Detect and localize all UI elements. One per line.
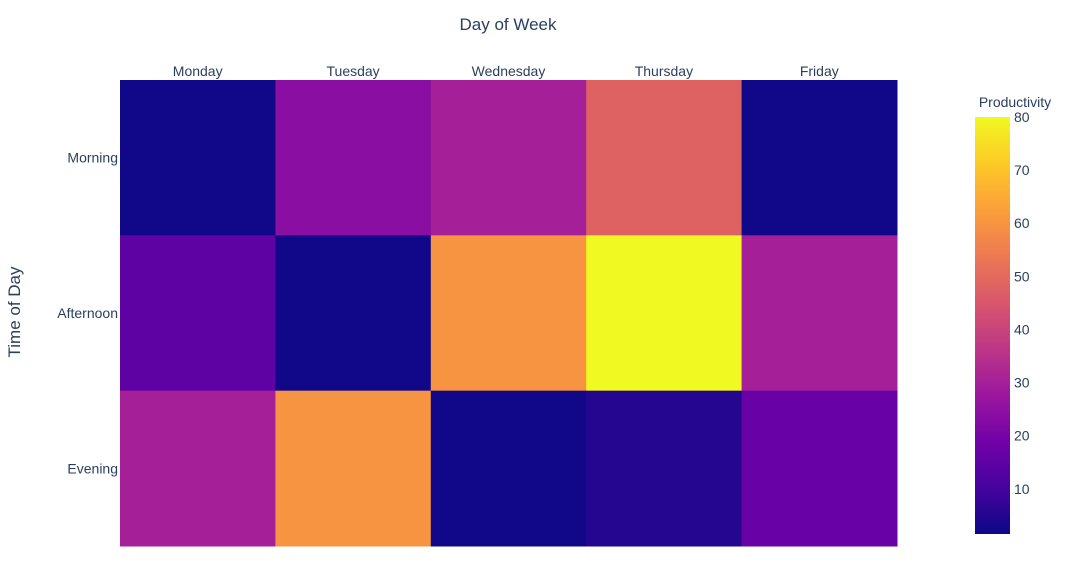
x-tick-labels: Monday Tuesday Wednesday Thursday Friday — [173, 63, 839, 79]
heatmap-cell — [430, 235, 587, 392]
x-tick-label: Wednesday — [472, 63, 546, 79]
x-tick-label: Monday — [173, 63, 223, 79]
x-tick-label: Thursday — [635, 63, 693, 79]
y-tick-label: Morning — [67, 150, 118, 166]
colorbar-gradient — [975, 117, 1010, 534]
colorbar: Productivity 10 20 30 40 50 60 70 80 — [975, 94, 1051, 534]
colorbar-tick-label: 80 — [1014, 109, 1030, 125]
y-axis-title: Time of Day — [5, 266, 24, 358]
y-tick-label: Evening — [67, 460, 118, 476]
heatmap-cell — [741, 80, 898, 236]
heatmap-cell — [586, 235, 743, 392]
heatmap-cell — [275, 80, 432, 236]
heatmap-cell — [120, 235, 276, 392]
heatmap-cell — [741, 235, 898, 392]
heatmap-cell — [430, 390, 587, 547]
colorbar-tick-labels: 10 20 30 40 50 60 70 80 — [1014, 109, 1030, 497]
heatmap-cell — [586, 80, 743, 236]
colorbar-tick-label: 10 — [1014, 481, 1030, 497]
x-tick-label: Friday — [800, 63, 839, 79]
colorbar-tick-label: 20 — [1014, 428, 1030, 444]
colorbar-title: Productivity — [979, 94, 1051, 110]
colorbar-tick-label: 50 — [1014, 268, 1030, 284]
heatmap-cells — [120, 80, 898, 547]
heatmap-cell — [430, 80, 587, 236]
x-tick-label: Tuesday — [327, 63, 380, 79]
heatmap-cell — [275, 390, 432, 547]
heatmap-cell — [120, 390, 276, 547]
colorbar-tick-label: 30 — [1014, 375, 1030, 391]
colorbar-tick-label: 60 — [1014, 215, 1030, 231]
heatmap-cell — [586, 390, 743, 547]
colorbar-tick-label: 40 — [1014, 321, 1030, 337]
heatmap-cell — [120, 80, 276, 236]
heatmap-cell — [275, 235, 432, 392]
x-axis-title: Day of Week — [459, 15, 557, 34]
y-tick-labels: Morning Afternoon Evening — [57, 150, 118, 477]
y-tick-label: Afternoon — [57, 305, 118, 321]
colorbar-tick-label: 70 — [1014, 162, 1030, 178]
heatmap-cell — [741, 390, 898, 547]
